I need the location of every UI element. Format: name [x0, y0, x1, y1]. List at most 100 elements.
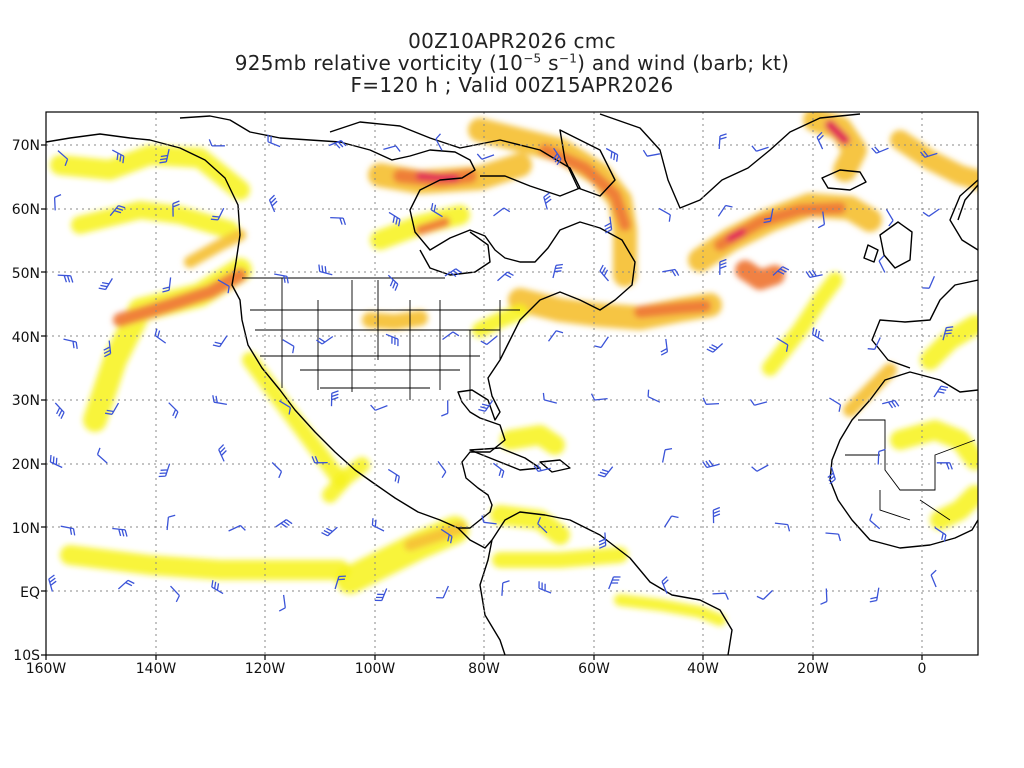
wind-barb: [867, 337, 881, 350]
wind-barb: [321, 526, 338, 537]
wind-barb: [930, 569, 937, 588]
wind-barb: [328, 139, 347, 149]
wind-barb: [96, 447, 108, 464]
wind-barb: [871, 146, 889, 154]
lon-label-120w: 120W: [245, 661, 286, 677]
vorticity-band: [242, 352, 348, 488]
wind-barb: [60, 525, 76, 536]
wind-barb: [706, 343, 724, 353]
wind-barb: [316, 335, 334, 345]
wind-barb: [552, 263, 563, 279]
vorticity-band: [71, 201, 239, 239]
vorticity-band: [50, 145, 250, 200]
wind-barb: [647, 389, 661, 403]
wind-barb: [268, 194, 278, 213]
wind-barb: [374, 588, 388, 602]
wind-barb: [878, 255, 886, 273]
vorticity-band: [634, 300, 711, 318]
wind-barb: [934, 527, 947, 542]
wind-barb: [942, 326, 954, 341]
wind-barb: [444, 268, 462, 278]
lat-lon-grid: [46, 112, 978, 655]
wind-barb: [552, 147, 562, 166]
wind-barb: [719, 258, 727, 275]
wind-barb: [159, 148, 170, 164]
wind-barb: [922, 276, 935, 289]
north-america-coast: [46, 115, 636, 529]
wind-barb: [718, 133, 727, 150]
title-valid: F=120 h ; Valid 00Z15APR2026: [350, 73, 674, 97]
wind-barb: [661, 576, 669, 594]
wind-barb: [922, 208, 940, 217]
wind-barb: [774, 522, 791, 532]
wind-barb: [661, 447, 673, 463]
wind-barb: [370, 404, 388, 411]
wind-barb: [936, 462, 953, 470]
wind-barbs: [48, 131, 954, 612]
wind-barb: [278, 594, 286, 612]
vorticity-band: [415, 217, 450, 235]
south-america-coast: [479, 511, 733, 655]
wind-barb: [210, 207, 225, 221]
wind-barb: [598, 532, 607, 549]
lat-label-30n: 30N: [12, 393, 40, 409]
wind-barb: [371, 518, 385, 532]
wind-barb: [48, 574, 57, 592]
wind-barb: [117, 579, 135, 590]
wind-barb: [919, 150, 938, 158]
wind-barb: [217, 279, 230, 294]
map-title: 00Z10APR2026 cmc 925mb relative vorticit…: [0, 30, 1024, 96]
vorticity-band: [843, 363, 897, 417]
lon-label-20w: 20W: [797, 661, 829, 677]
wind-barb: [933, 385, 949, 398]
wind-barb: [57, 150, 69, 167]
lon-label-80w: 80W: [468, 661, 500, 677]
wind-barb: [542, 392, 557, 404]
wind-barb: [827, 466, 836, 485]
wind-barb: [154, 328, 167, 344]
plot-frame: [45, 111, 979, 656]
vorticity-band: [930, 485, 978, 530]
wind-barb: [98, 278, 113, 291]
africa-borders: [845, 419, 976, 521]
wind-barb: [53, 194, 62, 211]
africa-coast: [829, 371, 978, 549]
wind-barb: [547, 330, 564, 342]
lon-label-160w: 160W: [26, 661, 67, 677]
wind-barb: [712, 592, 729, 600]
wind-barb: [533, 464, 551, 473]
wind-barb: [271, 462, 283, 479]
lat-axis-labels: 70N 60N 50N 40N 30N 20N 10N EQ 10S: [12, 138, 40, 664]
wind-barb: [869, 587, 880, 603]
lat-label-20n: 20N: [12, 457, 40, 473]
wind-barb: [829, 397, 842, 412]
wind-barb: [658, 207, 671, 222]
lon-label-60w: 60W: [578, 661, 610, 677]
wind-barb: [608, 576, 621, 590]
greenland-coast: [599, 113, 861, 209]
wind-barb: [776, 337, 789, 352]
wind-barb: [112, 527, 128, 537]
wind-barb: [702, 397, 720, 405]
wind-barb: [537, 517, 548, 534]
wind-barb: [104, 402, 120, 415]
wind-barb: [493, 462, 505, 478]
wind-barb: [208, 139, 225, 147]
wind-barb: [275, 519, 293, 528]
wind-barb: [538, 581, 552, 594]
wind-barb: [49, 454, 63, 469]
wind-barb: [318, 264, 333, 276]
wind-barb: [330, 216, 347, 226]
wind-barb: [63, 338, 78, 349]
lon-label-0: 0: [918, 661, 927, 677]
wind-barb: [749, 399, 768, 406]
wind-barb: [54, 402, 65, 419]
vorticity-band: [184, 229, 246, 268]
wind-barb: [751, 464, 769, 472]
wind-barb: [476, 153, 495, 160]
wind-barb: [772, 266, 790, 276]
wind-barb: [594, 336, 609, 349]
vorticity-band: [920, 315, 978, 370]
lon-label-100w: 100W: [355, 661, 396, 677]
lon-axis-labels: 160W 140W 120W 100W 80W 60W 40W 20W 0: [26, 661, 927, 677]
